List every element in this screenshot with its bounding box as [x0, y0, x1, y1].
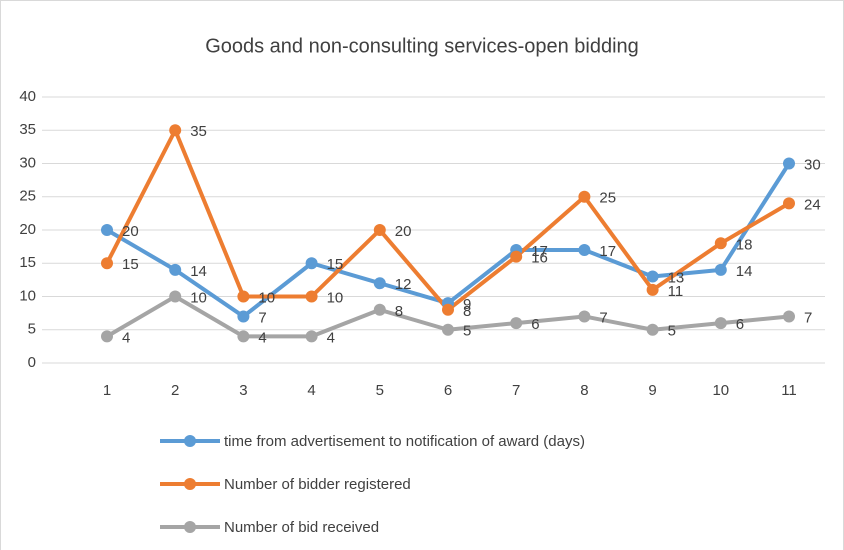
x-tick-label: 1 [103, 382, 111, 399]
data-label: 10 [258, 289, 275, 306]
x-tick-label: 11 [781, 382, 797, 399]
data-label: 10 [190, 289, 207, 306]
data-label: 17 [599, 243, 616, 260]
point [305, 257, 318, 270]
x-tick-label: 7 [512, 382, 520, 399]
data-label: 9 [463, 296, 471, 313]
point [169, 290, 182, 303]
point [510, 250, 523, 263]
legend-label: Number of bidder registered [224, 476, 411, 493]
point [237, 290, 250, 303]
point [373, 277, 386, 290]
point [101, 330, 113, 343]
legend-marker [184, 478, 196, 490]
point [646, 270, 659, 283]
data-label: 4 [122, 329, 130, 346]
data-label: 4 [327, 329, 335, 346]
data-label: 18 [736, 236, 753, 253]
point [783, 197, 795, 210]
data-label: 5 [668, 323, 676, 340]
data-label: 11 [668, 283, 684, 300]
point [373, 303, 386, 316]
x-tick-label: 4 [307, 382, 315, 399]
data-label: 8 [395, 303, 403, 320]
data-label: 14 [736, 263, 753, 280]
point [646, 323, 659, 336]
data-label: 24 [804, 196, 821, 213]
point [305, 330, 318, 343]
legend-marker [184, 521, 196, 533]
y-tick-label: 20 [19, 221, 36, 238]
data-label: 15 [122, 256, 139, 273]
x-tick-label: 9 [648, 382, 656, 399]
data-label: 13 [668, 270, 685, 287]
data-label: 8 [463, 303, 471, 320]
point [305, 290, 318, 303]
data-label: 6 [531, 316, 539, 333]
point [578, 243, 591, 256]
chart-title: Goods and non-consulting services-open b… [205, 35, 639, 57]
point [101, 224, 113, 236]
y-tick-label: 40 [19, 88, 36, 105]
x-tick-label: 3 [239, 382, 247, 399]
data-label: 20 [395, 223, 412, 240]
data-label: 14 [190, 263, 207, 280]
x-tick-label: 2 [171, 382, 179, 399]
data-label: 6 [736, 316, 744, 333]
point [442, 303, 454, 316]
point [714, 263, 727, 276]
point [373, 224, 386, 236]
data-label: 4 [258, 329, 266, 346]
data-label: 30 [804, 156, 821, 173]
data-label: 7 [804, 309, 812, 326]
data-label: 7 [258, 309, 266, 326]
point [783, 157, 795, 170]
x-tick-label: 8 [580, 382, 588, 399]
point [578, 310, 591, 323]
legend-label: Number of bid received [224, 519, 379, 536]
y-tick-label: 0 [28, 354, 36, 371]
data-label: 20 [122, 223, 139, 240]
point [169, 124, 182, 137]
point [714, 237, 727, 250]
y-tick-label: 10 [19, 287, 36, 304]
point [169, 263, 182, 276]
y-tick-label: 25 [19, 188, 36, 205]
point [646, 283, 659, 296]
data-label: 16 [531, 250, 548, 267]
x-tick-label: 5 [376, 382, 384, 399]
point [237, 310, 250, 323]
y-tick-label: 35 [19, 121, 36, 138]
data-label: 35 [190, 123, 207, 140]
point [783, 310, 795, 323]
x-tick-label: 6 [444, 382, 452, 399]
data-label: 10 [327, 289, 344, 306]
point [578, 190, 591, 203]
data-label: 25 [599, 190, 616, 207]
y-tick-label: 30 [19, 154, 36, 171]
legend-marker [184, 435, 196, 447]
data-label: 7 [599, 309, 607, 326]
y-tick-label: 5 [28, 321, 36, 338]
point [510, 317, 523, 330]
x-tick-label: 10 [712, 382, 729, 399]
point [714, 317, 727, 330]
point [442, 323, 454, 336]
y-tick-label: 15 [19, 254, 36, 271]
data-label: 17 [531, 243, 548, 260]
data-label: 15 [327, 256, 344, 273]
point [101, 257, 113, 270]
data-label: 12 [395, 276, 412, 293]
legend-label: time from advertisement to notification … [224, 433, 585, 450]
point [237, 330, 250, 343]
data-label: 5 [463, 323, 471, 340]
